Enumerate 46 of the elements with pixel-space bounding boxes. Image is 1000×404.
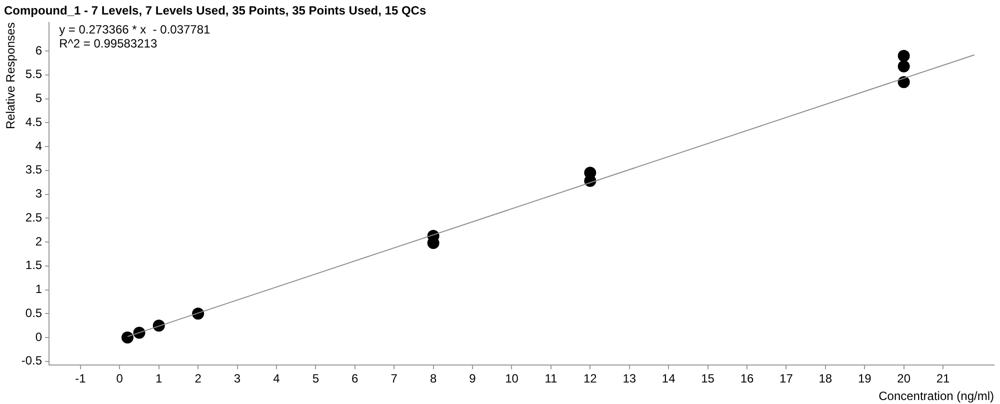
y-tick-label: 5.5	[25, 67, 42, 82]
x-tick-label: 11	[544, 372, 558, 386]
x-tick-label: 20	[897, 372, 911, 386]
x-tick-label: 16	[740, 372, 754, 386]
x-tick-label: 7	[390, 372, 398, 386]
y-tick-label: 5	[35, 91, 42, 106]
point	[898, 60, 910, 72]
x-tick-label: 15	[701, 372, 715, 386]
y-tick-label: 1	[35, 282, 42, 296]
point	[898, 76, 910, 88]
x-tick-label: 6	[352, 372, 359, 386]
y-tick-label: 1.5	[25, 258, 42, 272]
point	[898, 50, 910, 62]
y-tick-label: 2	[35, 234, 42, 248]
x-tick-label: 21	[936, 372, 950, 386]
x-tick-label: 8	[430, 372, 437, 386]
x-tick-label: 3	[234, 372, 241, 386]
y-tick-label: 2.5	[25, 210, 42, 224]
x-tick-label: 12	[583, 372, 598, 386]
x-axis-title: Concentration (ng/ml)	[878, 389, 994, 404]
y-tick-label: 0	[35, 330, 42, 344]
y-axis-title: Relative Responses	[4, 22, 18, 130]
y-tick-label: 4	[35, 138, 42, 153]
chart-title: Compound_1 - 7 Levels, 7 Levels Used, 35 Points, 35 Points Used, 15 QCs	[4, 4, 426, 18]
x-tick-label: 1	[156, 372, 163, 386]
y-tick-label: 4.5	[25, 114, 42, 129]
x-tick-label: 10	[505, 372, 519, 386]
annotation: R^2 = 0.99583213	[59, 36, 158, 51]
annotation: y = 0.273366 * x - 0.037781	[59, 22, 211, 37]
x-tick-label: 18	[818, 372, 832, 386]
y-tick-label: 3.5	[25, 162, 42, 177]
x-tick-label: 14	[662, 372, 676, 386]
x-tick-label: -1	[75, 372, 86, 386]
x-tick-label: 0	[116, 372, 124, 386]
x-tick-label: 9	[469, 372, 476, 386]
x-tick-label: 4	[273, 372, 280, 386]
x-tick-label: 5	[312, 372, 320, 386]
y-tick-label: 3	[35, 186, 42, 201]
y-tick-label: 0.5	[25, 306, 42, 320]
y-tick-label: 6	[35, 43, 42, 58]
point	[121, 332, 134, 344]
x-tick-label: 13	[622, 372, 636, 386]
x-tick-label: 17	[780, 372, 794, 386]
y-tick-label: -0.5	[21, 354, 42, 368]
x-tick-label: 19	[858, 372, 872, 386]
x-tick-label: 2	[194, 372, 202, 386]
